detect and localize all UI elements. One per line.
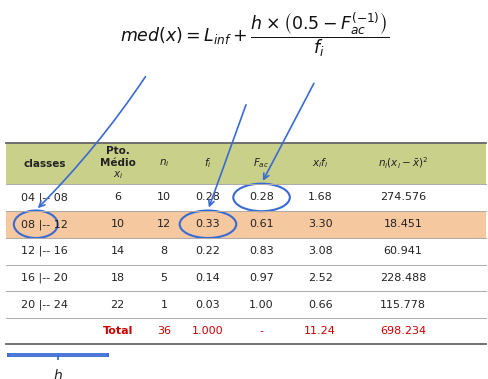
- Text: 228.488: 228.488: [379, 273, 425, 283]
- Text: 1.00: 1.00: [249, 300, 273, 310]
- Text: $h$: $h$: [53, 368, 63, 379]
- Text: 0.33: 0.33: [195, 219, 220, 229]
- Text: $n_i$: $n_i$: [159, 158, 169, 169]
- Text: 274.576: 274.576: [379, 193, 425, 202]
- Text: 0.28: 0.28: [195, 193, 220, 202]
- Text: 698.234: 698.234: [379, 326, 425, 336]
- Text: 0.14: 0.14: [195, 273, 220, 283]
- Text: 12: 12: [157, 219, 171, 229]
- Bar: [5, 211, 485, 238]
- Text: $med(x) = L_{inf} + \dfrac{h \times \left(0.5 - F_{ac}^{(-1)}\right)}{f_i}$: $med(x) = L_{inf} + \dfrac{h \times \lef…: [120, 11, 388, 59]
- Text: 8: 8: [160, 246, 167, 256]
- Text: 16 |-- 20: 16 |-- 20: [21, 273, 68, 283]
- Text: 08 |-- 12: 08 |-- 12: [21, 219, 68, 230]
- Text: 14: 14: [110, 246, 124, 256]
- Text: classes: classes: [23, 158, 66, 169]
- Text: 1.68: 1.68: [307, 193, 332, 202]
- Text: 18.451: 18.451: [383, 219, 422, 229]
- Text: 11.24: 11.24: [304, 326, 335, 336]
- Text: 1: 1: [160, 300, 167, 310]
- Text: -: -: [259, 326, 263, 336]
- Text: 0.97: 0.97: [248, 273, 273, 283]
- Text: 6: 6: [114, 193, 121, 202]
- Text: 10: 10: [110, 219, 124, 229]
- Text: $f_i$: $f_i$: [203, 157, 211, 171]
- Text: 115.778: 115.778: [379, 300, 425, 310]
- Text: $n_i(x_i - \bar{x})^2$: $n_i(x_i - \bar{x})^2$: [377, 156, 427, 171]
- Text: 3.30: 3.30: [307, 219, 332, 229]
- Text: 3.08: 3.08: [307, 246, 332, 256]
- Text: Total: Total: [102, 326, 133, 336]
- Text: 04 |-- 08: 04 |-- 08: [21, 192, 68, 203]
- Text: $F_{ac}$: $F_{ac}$: [253, 157, 269, 171]
- Text: 2.52: 2.52: [307, 273, 332, 283]
- Text: 36: 36: [157, 326, 171, 336]
- Text: 60.941: 60.941: [383, 246, 422, 256]
- Text: 0.83: 0.83: [249, 246, 273, 256]
- Text: 22: 22: [110, 300, 124, 310]
- Text: 18: 18: [110, 273, 124, 283]
- Text: 20 |-- 24: 20 |-- 24: [21, 299, 68, 310]
- Text: 5: 5: [160, 273, 167, 283]
- Text: 0.03: 0.03: [195, 300, 220, 310]
- Text: 1.000: 1.000: [192, 326, 224, 336]
- Text: 0.22: 0.22: [195, 246, 220, 256]
- Text: $x_i f_i$: $x_i f_i$: [311, 157, 327, 171]
- Text: 10: 10: [157, 193, 171, 202]
- Text: 0.66: 0.66: [307, 300, 332, 310]
- Text: 0.61: 0.61: [249, 219, 273, 229]
- Text: 0.28: 0.28: [248, 193, 273, 202]
- Text: 12 |-- 16: 12 |-- 16: [21, 246, 68, 256]
- Text: Pto.
Médio
$x_i$: Pto. Médio $x_i$: [100, 146, 135, 182]
